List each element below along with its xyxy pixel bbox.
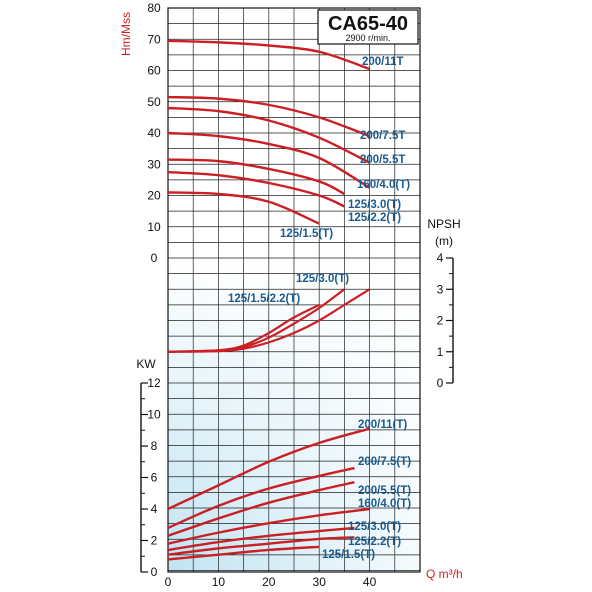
x-axis-label: Q m³/h — [426, 567, 463, 581]
power-curve-label: 200/7.5(T) — [358, 456, 411, 468]
head-tick-label: 60 — [147, 64, 161, 78]
power-curve — [167, 481, 355, 537]
power-curve — [167, 466, 355, 529]
head-curve-label: 200/5.5T — [360, 154, 405, 166]
head-tick-label: 30 — [147, 157, 161, 171]
head-tick-label: 20 — [147, 189, 161, 203]
head-tick-label: 70 — [147, 32, 161, 46]
head-curve — [167, 131, 371, 189]
power-curve-label: 160/4.0(T) — [358, 498, 411, 510]
power-curve — [167, 545, 320, 561]
power-tick-label: 4 — [151, 502, 158, 516]
head-curve — [167, 170, 345, 208]
npsh-curve — [167, 288, 371, 353]
head-curve — [167, 106, 371, 164]
x-tick-label: 30 — [313, 575, 327, 589]
head-curve-label: 125/3.0(T) — [348, 199, 401, 211]
head-curve-label: 200/11T — [362, 56, 404, 68]
power-tick-label: 10 — [147, 408, 161, 422]
npsh-tick-label: 3 — [437, 282, 444, 296]
power-curve-label: 125/1.5(T) — [322, 549, 375, 561]
head-tick-label: 10 — [147, 220, 161, 234]
power-curve — [167, 507, 370, 545]
head-curve — [167, 191, 320, 225]
npsh-tick-label: 2 — [437, 314, 444, 328]
title-frame — [317, 9, 419, 45]
axes-layer: 01020304050607080Hm/Mss024681012KW01234N… — [119, 1, 463, 589]
npsh-curve-label: 125/3.0(T) — [296, 273, 349, 285]
power-tick-label: 2 — [151, 534, 158, 548]
plot-frame — [167, 7, 421, 573]
x-tick-label: 40 — [363, 575, 377, 589]
npsh-axis-unit: (m) — [435, 234, 453, 248]
x-tick-label: 10 — [212, 575, 226, 589]
head-curve-label: 125/2.2(T) — [348, 212, 401, 224]
power-curve-label: 125/2.2(T) — [348, 536, 401, 548]
npsh-curve-label: 125/1.5/2.2(T) — [228, 293, 300, 305]
npsh-tick-label: 4 — [437, 251, 444, 265]
npsh-tick-label: 1 — [437, 345, 444, 359]
head-tick-label: 0 — [151, 251, 158, 265]
power-tick-label: 12 — [147, 376, 161, 390]
power-tick-label: 0 — [151, 565, 158, 579]
power-curve-label: 200/11(T) — [358, 419, 407, 431]
head-curve-label: 160/4.0(T) — [357, 179, 410, 191]
head-curve-label: 125/1.5(T) — [280, 228, 333, 240]
power-curve — [167, 536, 355, 556]
chart-title: CA65-40 — [328, 13, 408, 35]
chart-subtitle: 2900 r/min. — [345, 33, 390, 43]
power-curve — [167, 526, 355, 552]
npsh-axis-label: NPSH — [427, 217, 460, 231]
head-tick-label: 40 — [147, 126, 161, 140]
head-curve-label: 200/7.5T — [360, 130, 405, 142]
head-tick-label: 80 — [147, 1, 161, 15]
power-tick-label: 6 — [151, 471, 158, 485]
power-curve-label: 125/3.0(T) — [348, 521, 401, 533]
power-tick-label: 8 — [151, 439, 158, 453]
npsh-tick-label: 0 — [437, 376, 444, 390]
power-curve-label: 200/5.5(T) — [358, 485, 411, 497]
power-axis-label: KW — [136, 357, 156, 371]
head-curve — [167, 39, 370, 71]
curves-layer — [167, 39, 371, 561]
head-curve — [167, 158, 345, 196]
head-curve — [167, 95, 371, 138]
power-curve — [167, 427, 370, 511]
x-tick-label: 0 — [165, 575, 172, 589]
head-axis-label: Hm/Mss — [119, 12, 133, 56]
head-tick-label: 50 — [147, 95, 161, 109]
x-tick-label: 20 — [262, 575, 276, 589]
